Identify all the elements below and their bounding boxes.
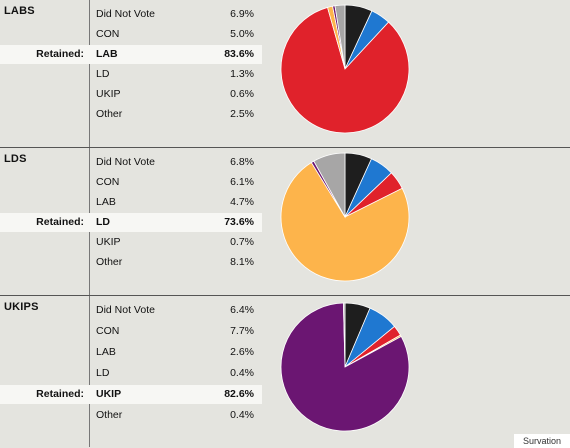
panel-title: LABS [4,5,35,17]
legend-row-did-not-vote: Did Not Vote 6.9% [0,5,262,24]
legend-party: Did Not Vote [96,8,155,20]
legend-row-ukip: UKIP 0.6% [0,85,262,104]
legend-party: Did Not Vote [96,304,155,316]
retained-label: Retained: [36,48,84,60]
legend-party: CON [96,176,120,188]
legend-party: LAB [96,196,116,208]
retained-label: Retained: [36,388,84,400]
legend-value: 82.6% [224,388,254,400]
pie-slice-ld [280,161,410,282]
pie-slice-other [313,152,346,219]
legend-party: UKIP [96,88,121,100]
pie-slice-lab [280,6,410,134]
legend-party: LD [96,68,110,80]
pie-chart [280,4,410,134]
legend-value: 4.7% [230,196,254,208]
legend-party: CON [96,325,120,337]
legend-party: UKIP [96,236,121,248]
panel-lds: LDS Did Not Vote 6.8% CON 6.1% LAB 4.7% Retaine… [0,148,570,296]
retained-label: Retained: [36,216,84,228]
legend-row-did-not-vote: Did Not Vote 6.8% [0,153,262,172]
pie-chart [280,152,410,282]
legend-value: 6.1% [230,176,254,188]
legend-value: 5.0% [230,28,254,40]
legend-row-con: CON 5.0% [0,25,262,44]
legend-party: LD [96,367,110,379]
legend-row-ukip: Retained: UKIP 82.6% [0,385,262,404]
panel-title: LDS [4,153,27,165]
panel-ukips: UKIPS Did Not Vote 6.4% CON 7.7% LAB 2.6% LD 0.4… [0,296,570,447]
panel-title: UKIPS [4,301,39,313]
pie-chart [280,302,410,432]
legend-value: 6.9% [230,8,254,20]
legend-party: LD [96,216,110,228]
legend-row-con: CON 7.7% [0,322,262,341]
legend-party: CON [96,28,120,40]
legend-value: 2.6% [230,346,254,358]
pie-slice-ukip [280,302,410,432]
legend-row-other: Other 2.5% [0,105,262,124]
legend-value: 7.7% [230,325,254,337]
legend-party: Other [96,256,123,268]
legend-value: 0.6% [230,88,254,100]
legend-value: 1.3% [230,68,254,80]
panel-labs: LABS Did Not Vote 6.9% CON 5.0% Retained: LAB 8… [0,0,570,148]
legend-row-lab: LAB 4.7% [0,193,262,212]
legend-value: 83.6% [224,48,254,60]
legend-row-other: Other 0.4% [0,406,262,425]
legend-row-other: Other 8.1% [0,253,262,272]
column-divider [89,296,90,447]
legend-value: 6.4% [230,304,254,316]
legend-party: LAB [96,48,118,60]
pie-slice-other [342,302,346,368]
legend-row-con: CON 6.1% [0,173,262,192]
legend-value: 0.7% [230,236,254,248]
legend-value: 6.8% [230,156,254,168]
legend-party: Other [96,108,123,120]
source-credit: Survation [514,434,570,448]
legend-party: LAB [96,346,116,358]
legend-party: Did Not Vote [96,156,155,168]
legend-row-ld: LD 1.3% [0,65,262,84]
legend-value: 0.4% [230,367,254,379]
legend-value: 8.1% [230,256,254,268]
legend-row-lab: Retained: LAB 83.6% [0,45,262,64]
legend-row-ukip: UKIP 0.7% [0,233,262,252]
legend-party: UKIP [96,388,122,400]
legend-row-ld: LD 0.4% [0,364,262,383]
legend-row-did-not-vote: Did Not Vote 6.4% [0,301,262,320]
legend-value: 73.6% [224,216,254,228]
legend-value: 2.5% [230,108,254,120]
legend-party: Other [96,409,123,421]
legend-row-lab: LAB 2.6% [0,343,262,362]
legend-value: 0.4% [230,409,254,421]
legend-row-ld: Retained: LD 73.6% [0,213,262,232]
column-divider [89,0,90,147]
pie-slice-other [334,4,346,70]
